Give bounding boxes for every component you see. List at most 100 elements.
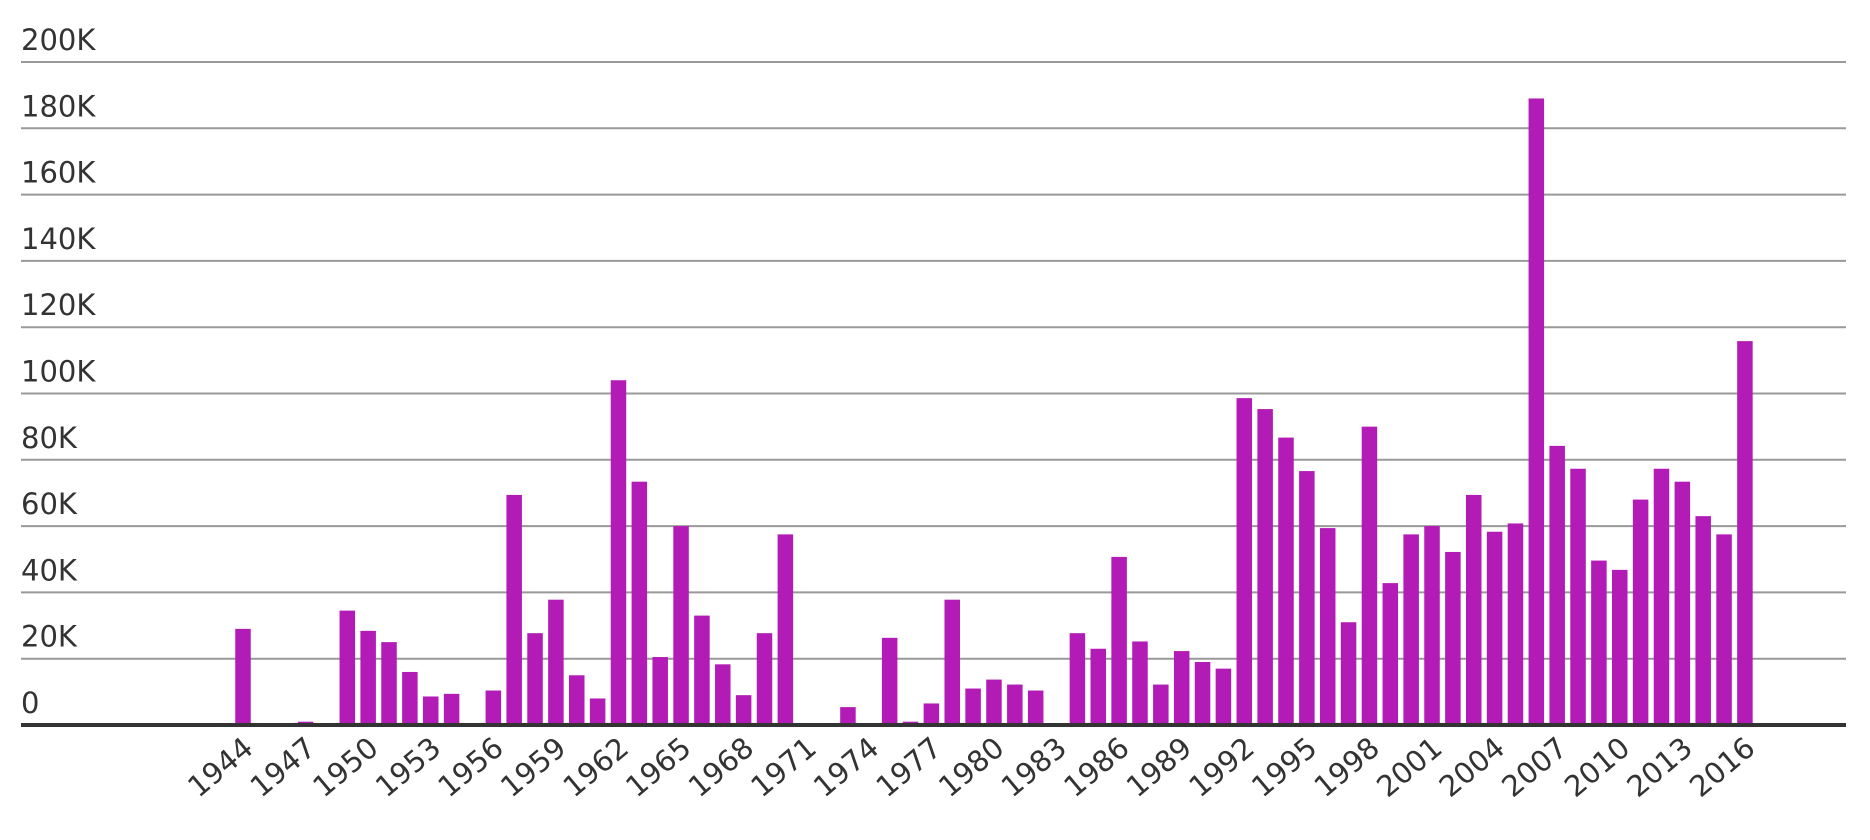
bar xyxy=(1132,641,1148,725)
bar xyxy=(944,599,960,725)
bar xyxy=(1528,98,1545,726)
x-tick-label: 2004 xyxy=(1433,730,1511,803)
bar xyxy=(1278,437,1294,725)
x-tick-label: 2013 xyxy=(1620,730,1698,803)
x-tick-label: 1944 xyxy=(181,730,259,803)
bar xyxy=(652,657,668,725)
bar xyxy=(1737,341,1753,725)
bar xyxy=(881,637,898,725)
x-tick-label: 1965 xyxy=(619,730,697,803)
bar xyxy=(1111,556,1127,725)
x-tick-label: 2010 xyxy=(1558,730,1636,803)
bar xyxy=(1570,468,1586,725)
bar xyxy=(1424,526,1440,725)
bar xyxy=(923,703,940,725)
bar xyxy=(527,633,543,725)
x-tick-label: 1968 xyxy=(682,730,760,803)
y-tick-label: 80K xyxy=(21,421,78,455)
bar xyxy=(715,664,731,725)
x-tick-label: 1950 xyxy=(306,730,384,803)
bar xyxy=(1069,633,1086,725)
bar xyxy=(1007,684,1023,725)
x-tick-label: 2007 xyxy=(1495,730,1573,803)
bar xyxy=(1716,534,1732,725)
x-tick-label: 2016 xyxy=(1683,730,1761,803)
bar xyxy=(1090,648,1107,725)
x-tick-label: 1971 xyxy=(744,730,822,803)
bar xyxy=(1299,471,1315,725)
y-tick-label: 200K xyxy=(21,23,96,57)
x-tick-label: 1992 xyxy=(1182,730,1260,803)
bar xyxy=(1653,468,1670,725)
bar xyxy=(1257,409,1273,725)
bar xyxy=(756,633,773,725)
bar xyxy=(1612,569,1628,725)
bar xyxy=(1319,528,1336,725)
bar xyxy=(1382,583,1399,725)
bar xyxy=(694,615,710,725)
bar xyxy=(1486,531,1503,725)
x-tick-label: 1959 xyxy=(494,730,572,803)
x-tick-label: 1998 xyxy=(1308,730,1386,803)
bar xyxy=(1173,651,1190,725)
bar xyxy=(506,494,522,725)
x-tick-label: 1956 xyxy=(431,730,509,803)
bar xyxy=(1445,551,1461,725)
bar xyxy=(965,688,981,725)
x-tick-label: 1983 xyxy=(995,730,1073,803)
bar xyxy=(402,671,418,725)
bar xyxy=(1153,684,1169,725)
y-tick-label: 60K xyxy=(21,487,78,521)
x-tick-label: 2001 xyxy=(1370,730,1448,803)
bar xyxy=(360,630,376,725)
y-tick-label: 180K xyxy=(21,89,96,123)
bar xyxy=(986,679,1002,725)
bar xyxy=(1674,481,1691,725)
x-tick-label: 1953 xyxy=(369,730,447,803)
bar xyxy=(1340,622,1357,725)
bar xyxy=(422,696,439,725)
y-tick-label: 40K xyxy=(21,553,78,587)
bar xyxy=(1215,668,1232,725)
x-tick-label: 1980 xyxy=(932,730,1010,803)
y-tick-label: 100K xyxy=(21,355,96,389)
bar xyxy=(840,707,856,725)
bar xyxy=(1507,523,1524,725)
bar xyxy=(777,534,794,725)
bar xyxy=(1549,445,1565,725)
x-tick-label: 1974 xyxy=(807,730,885,803)
y-tick-label: 20K xyxy=(21,620,78,654)
y-tick-label: 160K xyxy=(21,156,96,190)
bar xyxy=(1027,690,1044,725)
bar xyxy=(381,642,397,725)
bar xyxy=(1361,426,1378,725)
bar xyxy=(1236,398,1253,725)
bar xyxy=(569,675,585,725)
bar xyxy=(1465,494,1482,725)
x-tick-label: 1986 xyxy=(1057,730,1135,803)
bar xyxy=(485,690,502,725)
bar xyxy=(1194,662,1211,725)
bar xyxy=(735,695,752,725)
bar xyxy=(1695,516,1711,725)
x-tick-label: 1995 xyxy=(1245,730,1323,803)
bar xyxy=(235,628,251,725)
x-tick-label: 1989 xyxy=(1120,730,1198,803)
bar xyxy=(443,693,460,725)
bar xyxy=(339,610,356,725)
bar xyxy=(1403,534,1419,725)
bar xyxy=(673,526,689,725)
bar xyxy=(610,380,627,725)
x-tick-label: 1977 xyxy=(869,730,947,803)
bar xyxy=(548,599,564,725)
bar xyxy=(631,481,648,725)
y-tick-label: 120K xyxy=(21,288,96,322)
x-tick-label: 1947 xyxy=(244,730,322,803)
y-tick-label: 140K xyxy=(21,222,96,256)
y-tick-label: 0 xyxy=(21,686,39,720)
x-tick-label: 1962 xyxy=(557,730,635,803)
bar xyxy=(1591,560,1607,725)
bar xyxy=(589,698,606,725)
bar xyxy=(1632,499,1649,725)
